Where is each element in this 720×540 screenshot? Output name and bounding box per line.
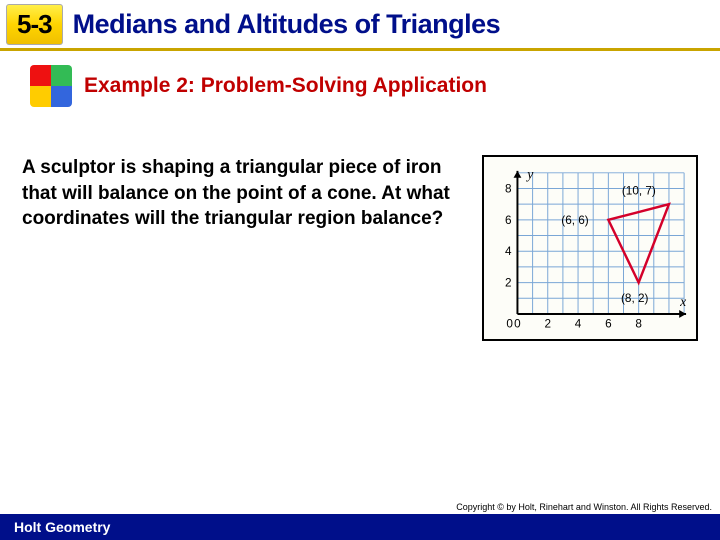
svg-text:0: 0 (514, 318, 521, 331)
example-header: Example 2: Problem-Solving Application (30, 65, 720, 107)
header-divider (0, 48, 720, 51)
svg-text:(10, 7): (10, 7) (622, 184, 656, 197)
example-title: Example 2: Problem-Solving Application (84, 74, 487, 98)
page-title: Medians and Altitudes of Triangles (73, 9, 501, 40)
footer-bar: Holt Geometry (0, 514, 720, 540)
puzzle-icon (30, 65, 72, 107)
svg-text:(8, 2): (8, 2) (621, 292, 649, 305)
svg-text:(6, 6): (6, 6) (561, 214, 589, 227)
svg-text:4: 4 (575, 318, 582, 331)
problem-statement: A sculptor is shaping a triangular piece… (22, 155, 464, 341)
header-bar: 5-3 Medians and Altitudes of Triangles (0, 0, 720, 48)
svg-text:6: 6 (505, 214, 512, 227)
svg-text:6: 6 (605, 318, 612, 331)
svg-text:0: 0 (506, 318, 513, 331)
footer-brand: Holt Geometry (14, 519, 110, 535)
graph-svg: 0 2 4 6 8 2 4 6 8 0 x y (6, 6) (10, 7) (8, 2) (490, 163, 690, 334)
content-area: A sculptor is shaping a triangular piece… (22, 155, 698, 341)
svg-text:8: 8 (505, 182, 512, 195)
section-number-badge: 5-3 (6, 4, 63, 45)
copyright-text: Copyright © by Holt, Rinehart and Winsto… (456, 502, 712, 512)
svg-text:4: 4 (505, 245, 512, 258)
svg-text:x: x (679, 294, 686, 309)
svg-text:8: 8 (635, 318, 642, 331)
svg-text:2: 2 (544, 318, 551, 331)
svg-text:2: 2 (505, 277, 512, 290)
coordinate-graph: 0 2 4 6 8 2 4 6 8 0 x y (6, 6) (10, 7) (8, 2) (482, 155, 698, 341)
svg-text:y: y (525, 167, 534, 182)
